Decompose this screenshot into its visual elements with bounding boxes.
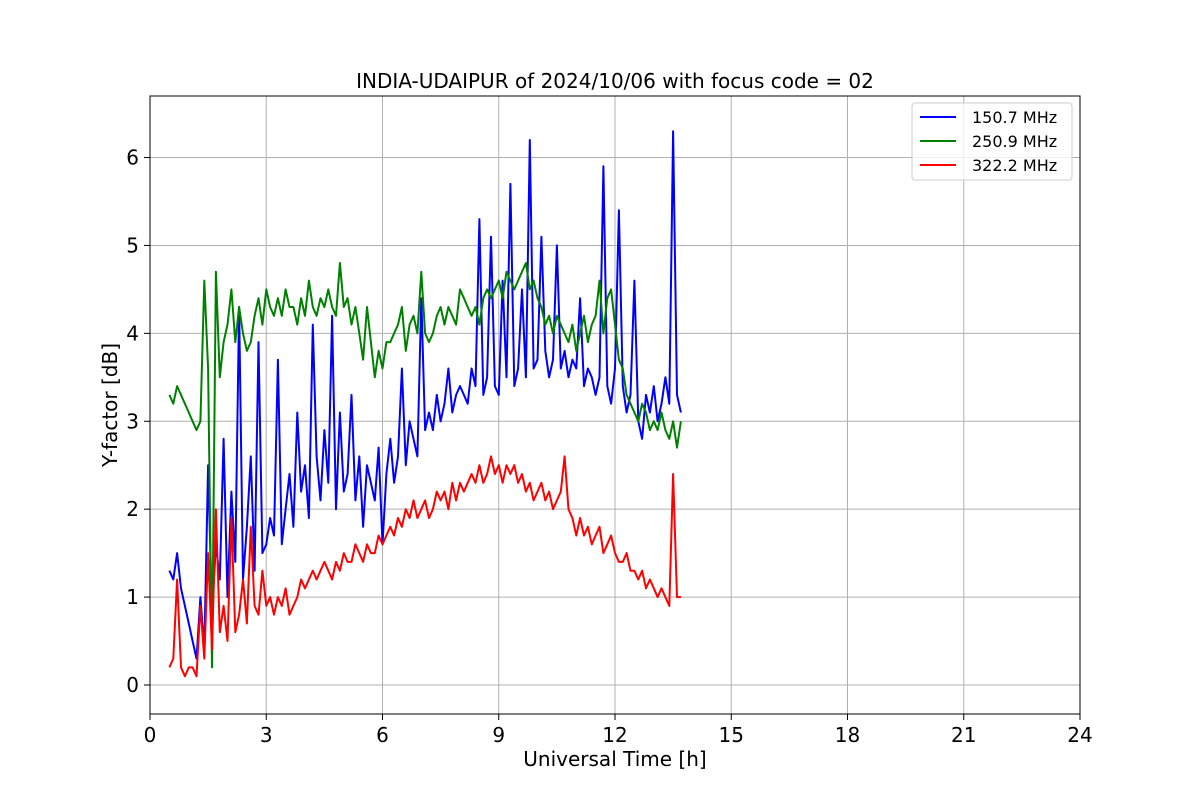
legend: 150.7 MHz 250.9 MHz 322.2 MHz [911,102,1073,181]
y-tick-label: 1 [126,585,139,609]
y-axis-ticks: 0 1 2 3 4 5 6 [126,146,150,697]
x-tick-label: 9 [492,723,505,747]
legend-label-322-2-mhz: 322.2 MHz [972,156,1057,175]
series-line-150-7-mhz [168,130,682,660]
x-tick-label: 3 [260,723,273,747]
x-tick-label: 18 [835,723,860,747]
y-tick-label: 3 [126,409,139,433]
y-tick-label: 4 [126,321,139,345]
legend-box [911,102,1073,181]
x-tick-label: 24 [1067,723,1092,747]
x-tick-label: 6 [376,723,389,747]
x-tick-label: 21 [951,723,976,747]
plot-area [149,95,1081,715]
y-tick-label: 5 [126,233,139,257]
y-tick-label: 2 [126,497,139,521]
x-axis-ticks: 0 3 6 9 12 15 18 21 24 [144,714,1093,747]
series-line-250-9-mhz [168,262,682,669]
y-tick-label: 0 [126,673,139,697]
x-tick-label: 0 [144,723,157,747]
series-lines [168,130,682,678]
series-line-322-2-mhz [168,455,681,678]
x-tick-label: 12 [602,723,627,747]
x-tick-label: 15 [719,723,744,747]
legend-label-250-9-mhz: 250.9 MHz [972,132,1057,151]
y-axis-label: Y-factor [dB] [98,343,122,468]
y-tick-label: 6 [126,146,139,170]
chart-title: INDIA-UDAIPUR of 2024/10/06 with focus c… [356,69,874,93]
legend-label-150-7-mhz: 150.7 MHz [972,108,1057,127]
x-axis-label: Universal Time [h] [523,747,706,771]
